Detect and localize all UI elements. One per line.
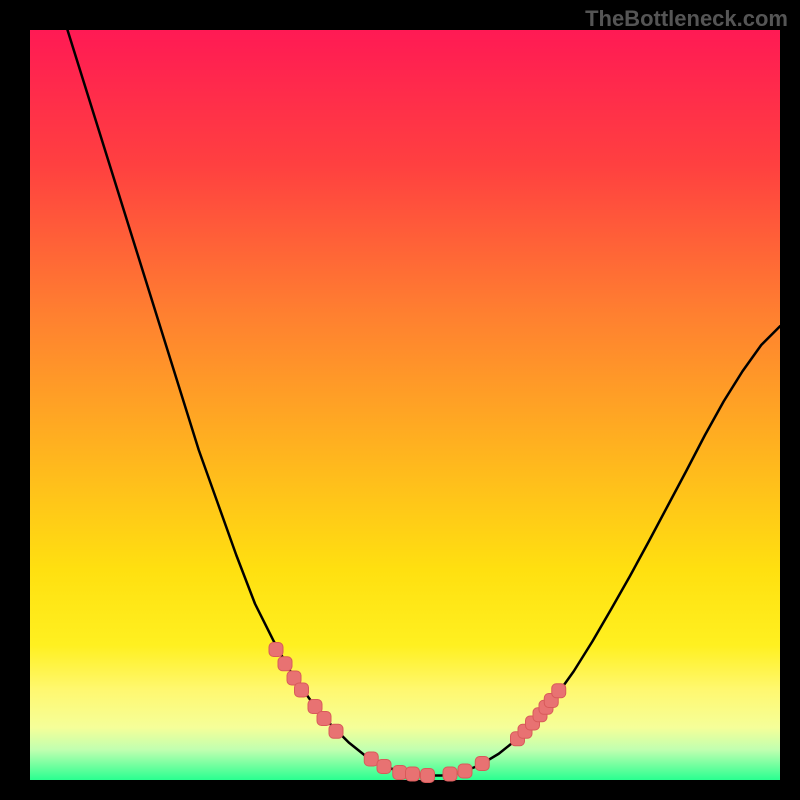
data-marker bbox=[329, 724, 343, 738]
data-marker bbox=[421, 769, 435, 783]
data-marker bbox=[295, 683, 309, 697]
data-marker bbox=[393, 766, 407, 780]
data-marker bbox=[458, 764, 472, 778]
data-marker bbox=[377, 760, 391, 774]
data-marker bbox=[317, 712, 331, 726]
bottleneck-chart bbox=[0, 0, 800, 800]
data-marker bbox=[269, 643, 283, 657]
data-marker bbox=[552, 684, 566, 698]
data-marker bbox=[475, 757, 489, 771]
data-marker bbox=[443, 767, 457, 781]
data-marker bbox=[364, 752, 378, 766]
data-marker bbox=[278, 657, 292, 671]
plot-background bbox=[30, 30, 780, 780]
data-marker bbox=[406, 767, 420, 781]
